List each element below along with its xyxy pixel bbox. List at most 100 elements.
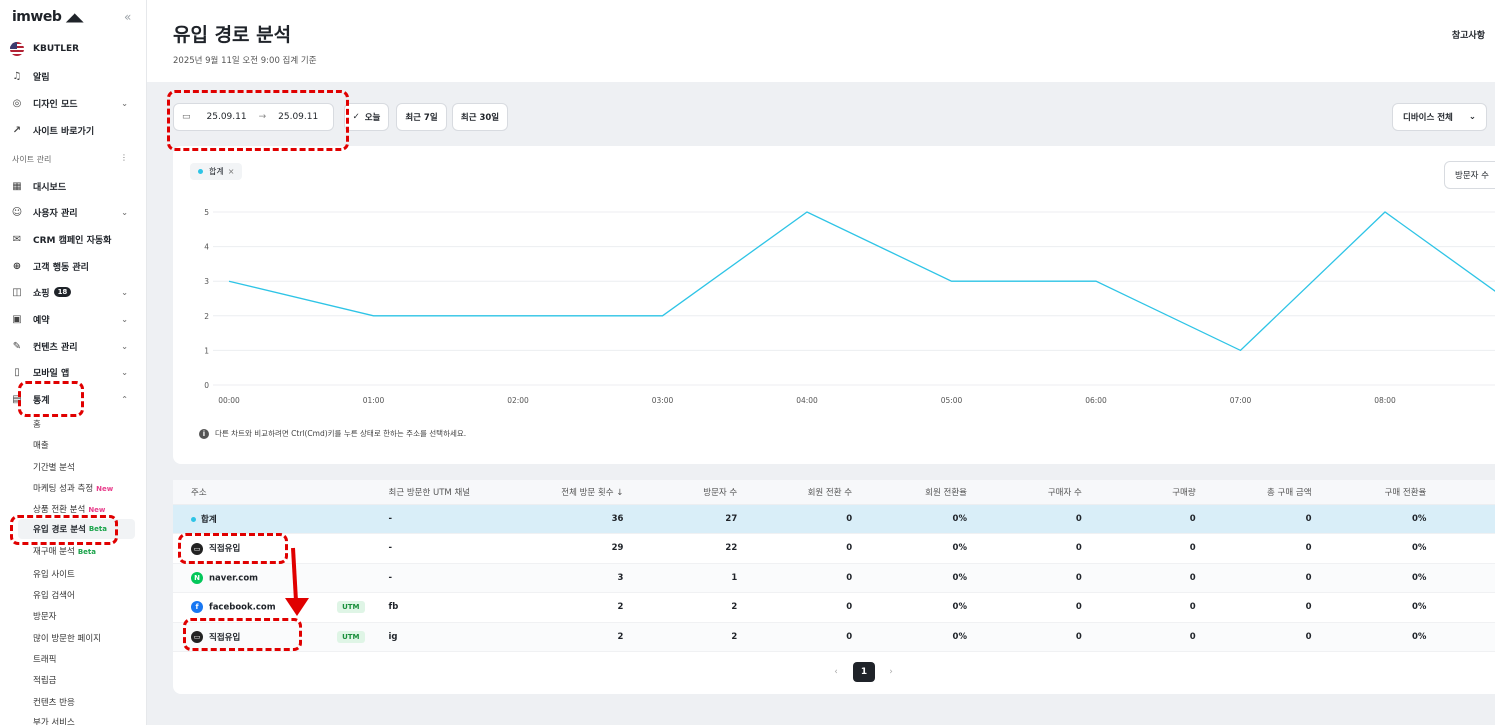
imweb-logo[interactable]: imweb ◢◣ xyxy=(12,9,84,25)
table-header-row: 주소 최근 방문한 UTM 채널 전체 방문 횟수 ↓ 방문자 수 회원 전환 … xyxy=(173,480,1495,505)
chevron-down-icon: ⌄ xyxy=(121,287,128,297)
col-address[interactable]: 주소 xyxy=(173,480,375,505)
amount-cell: 0 xyxy=(1203,533,1320,564)
stats-sub-pages[interactable]: 많이 방문한 페이지 xyxy=(33,634,101,644)
sidebar-item-visit-site[interactable]: ↗ 사이트 바로가기 xyxy=(10,120,138,140)
stats-sub-content-reaction[interactable]: 컨텐츠 반응 xyxy=(33,698,75,708)
stats-sub-visitors[interactable]: 방문자 xyxy=(33,612,57,622)
col-visits[interactable]: 전체 방문 횟수 ↓ xyxy=(515,480,632,505)
col-average[interactable]: 평 xyxy=(1434,480,1495,505)
stats-sub-inflow-path[interactable]: 유입 경로 분석 Beta xyxy=(18,519,135,539)
bell-icon: ♫ xyxy=(12,70,22,82)
beta-tag: Beta xyxy=(88,525,107,533)
buy-rate-cell: 0% xyxy=(1319,622,1435,652)
palette-icon: ◎ xyxy=(12,97,22,109)
qty-cell: 0 xyxy=(1089,504,1204,534)
stats-sub-points[interactable]: 적립금 xyxy=(33,676,57,686)
sub-label: 상품 전환 분석 xyxy=(33,505,86,515)
address-cell: 합계 xyxy=(173,504,375,534)
chart-card xyxy=(173,146,1495,464)
stats-sub-period[interactable]: 기간별 분석 xyxy=(33,463,75,473)
table-row[interactable]: ▭ 직접유입 UTM ig 2 2 0 0% 0 0 0 0% xyxy=(173,622,1495,652)
site-switcher[interactable]: KBUTLER xyxy=(10,39,138,59)
sidebar-item-crm[interactable]: ✉ CRM 캠페인 자동화 xyxy=(10,229,138,249)
series-line[interactable] xyxy=(228,211,1495,352)
stats-sub-traffic[interactable]: 트래픽 xyxy=(33,655,57,665)
stats-sub-addons[interactable]: 부가 서비스 xyxy=(33,718,75,725)
last-7-days-button[interactable]: 최근 7일 xyxy=(396,103,447,131)
stats-sub-inflow-site[interactable]: 유입 사이트 xyxy=(33,570,75,580)
facebook-icon: f xyxy=(191,601,203,614)
device-select[interactable]: 디바이스 전체 ⌄ xyxy=(1392,103,1487,131)
close-icon[interactable]: × xyxy=(227,167,235,176)
sidebar-item-shopping[interactable]: ◫ 쇼핑 18 ⌄ xyxy=(10,282,138,302)
hint-text: 다른 차트와 비교하려면 Ctrl(Cmd)키를 누른 상태로 한하는 주소를 … xyxy=(215,429,467,438)
sidebar-item-design-mode[interactable]: ◎ 디자인 모드 ⌄ xyxy=(10,93,138,113)
visits-cell: 2 xyxy=(515,622,632,652)
sidebar-item-label: 예약 xyxy=(33,315,50,326)
member-conv-rate-cell: 0% xyxy=(860,504,975,534)
sub-label: 재구매 분석 xyxy=(33,547,75,557)
direct-icon: ▭ xyxy=(191,631,203,643)
member-conv-rate-cell: 0% xyxy=(860,563,975,593)
sidebar-item-behavior[interactable]: ⊕ 고객 행동 관리 xyxy=(10,256,138,276)
col-visitors[interactable]: 방문자 수 xyxy=(631,480,746,505)
col-total-amount[interactable]: 총 구매 금액 xyxy=(1203,480,1320,505)
sidebar-item-dashboard[interactable]: ▦ 대시보드 xyxy=(10,176,138,196)
col-purchase-conv-rate[interactable]: 구매 전환율 xyxy=(1319,480,1435,505)
qty-cell: 0 xyxy=(1089,533,1204,564)
channel-cell: fb xyxy=(374,592,516,623)
sidebar-item-contents[interactable]: ✎ 컨텐츠 관리 ⌄ xyxy=(10,336,138,356)
section-more-icon[interactable]: ⋮ xyxy=(120,153,128,162)
today-button[interactable]: ✓ 오늘 xyxy=(344,103,389,131)
table-row-total[interactable]: 합계 - 36 27 0 0% 0 0 0 0% xyxy=(173,504,1495,534)
sidebar-item-stats[interactable]: ▤ 통계 ⌃ xyxy=(10,389,138,409)
stats-sub-home[interactable]: 홈 xyxy=(33,420,41,430)
x-tick-label: 08:00 xyxy=(1374,396,1396,405)
stats-sub-marketing[interactable]: 마케팅 성과 측정 New xyxy=(33,482,113,494)
section-title: 사이트 관리 xyxy=(12,155,52,164)
next-page-button[interactable]: › xyxy=(889,667,893,677)
member-conv-cell: 0 xyxy=(745,622,861,652)
last-30-days-button[interactable]: 최근 30일 xyxy=(452,103,508,131)
new-tag: New xyxy=(96,485,114,493)
prev-page-button[interactable]: ‹ xyxy=(834,667,838,677)
stats-sub-sales[interactable]: 매출 xyxy=(33,441,49,451)
member-conv-rate-cell: 0% xyxy=(860,592,975,623)
amount-cell: 0 xyxy=(1203,563,1320,593)
col-purchase-qty[interactable]: 구매량 xyxy=(1089,480,1204,505)
series-chip[interactable]: 합계 × xyxy=(190,163,243,180)
address-name: 직접유입 xyxy=(209,632,241,643)
chart-hint: i 다른 차트와 비교하려면 Ctrl(Cmd)키를 누른 상태로 한하는 주소를… xyxy=(199,428,466,439)
amount-cell: 0 xyxy=(1203,592,1320,623)
page-subtitle: 2025년 9월 11일 오전 9:00 집계 기준 xyxy=(173,56,317,66)
metric-select[interactable]: 방문자 수 xyxy=(1444,161,1495,189)
visitors-cell: 22 xyxy=(631,533,746,564)
date-from: 25.09.11 xyxy=(206,112,247,122)
notice-link[interactable]: 참고사항 xyxy=(1451,31,1485,41)
stats-sub-repurchase[interactable]: 재구매 분석 Beta xyxy=(33,545,96,557)
col-member-conv-rate[interactable]: 회원 전환율 xyxy=(860,480,975,505)
y-tick-label: 1 xyxy=(204,346,209,355)
table-row[interactable]: ▭ 직접유입 - 29 22 0 0% 0 0 0 0% xyxy=(173,533,1495,564)
stats-sub-product-conv[interactable]: 상품 전환 분석 New xyxy=(33,503,105,515)
sidebar-item-label: CRM 캠페인 자동화 xyxy=(33,235,112,246)
sidebar-item-notifications[interactable]: ♫ 알림 xyxy=(10,66,138,86)
user-icon: ☺ xyxy=(11,206,23,218)
y-tick-label: 5 xyxy=(204,208,209,217)
col-member-conv[interactable]: 회원 전환 수 xyxy=(745,480,861,505)
table-row[interactable]: f facebook.com UTM fb 2 2 0 0% 0 0 0 0% xyxy=(173,592,1495,623)
amount-cell: 0 xyxy=(1203,622,1320,652)
sidebar-item-booking[interactable]: ▣ 예약 ⌄ xyxy=(10,309,138,329)
calendar-icon: ▣ xyxy=(12,313,22,325)
page-1-button[interactable]: 1 xyxy=(853,662,875,682)
sidebar-item-mobile-app[interactable]: ▯ 모바일 앱 ⌄ xyxy=(10,362,138,382)
sidebar-item-users[interactable]: ☺ 사용자 관리 ⌄ xyxy=(10,202,138,222)
stats-sub-keywords[interactable]: 유입 검색어 xyxy=(33,591,75,601)
col-utm-channel[interactable]: 최근 방문한 UTM 채널 xyxy=(374,480,516,505)
col-buyers[interactable]: 구매자 수 xyxy=(974,480,1090,505)
date-range-picker[interactable]: ▭ 25.09.11 → 25.09.11 xyxy=(173,103,334,131)
collapse-sidebar-button[interactable]: « xyxy=(124,10,132,24)
visits-cell: 29 xyxy=(515,533,632,564)
